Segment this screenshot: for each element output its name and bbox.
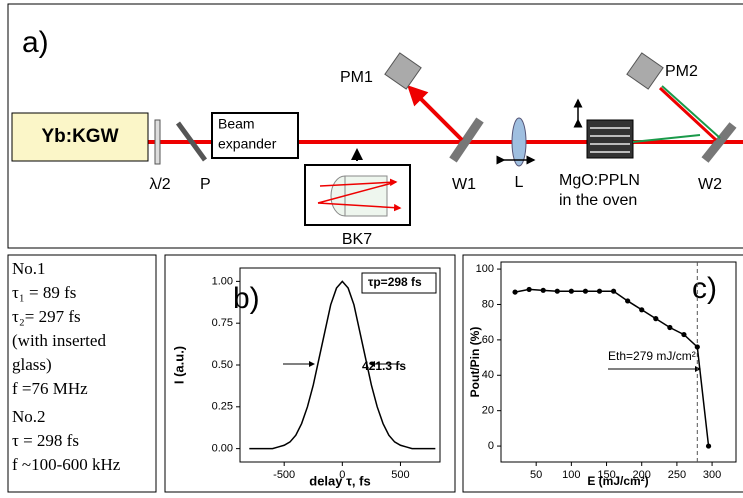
beam: [658, 86, 718, 142]
x-tick-label: 50: [530, 469, 542, 481]
y-tick-label: 0.75: [212, 317, 233, 329]
text-line: f =76 MHz: [12, 379, 88, 398]
plot-frame: [239, 267, 441, 463]
label: W1: [452, 176, 476, 193]
label: expander: [218, 136, 277, 152]
panel-frame: [7, 3, 743, 249]
data-point: [512, 289, 518, 295]
x-axis-label: delay τ, fs: [309, 473, 370, 488]
data-point: [667, 324, 673, 331]
x-tick-label: 150: [597, 469, 615, 481]
x-tick-label: 250: [668, 469, 686, 481]
label: PM2: [665, 63, 698, 80]
x-tick-label: -500: [273, 469, 295, 481]
data-point: [526, 286, 532, 293]
text-line: No.2: [12, 407, 46, 426]
text-line: (with inserted: [12, 331, 106, 350]
expander-box: [211, 112, 299, 159]
label: P: [200, 176, 211, 193]
label: W2: [698, 176, 722, 193]
x-tick-label: 0: [339, 469, 345, 481]
label: PM1: [340, 69, 373, 86]
power-meter: [626, 52, 664, 90]
y-tick-label: 0.50: [212, 359, 233, 371]
text-line: f ~100-600 kHz: [12, 455, 121, 474]
laser-box: [11, 112, 149, 162]
x-tick-label: 300: [703, 469, 721, 481]
beam: [632, 134, 701, 143]
panel-label: a): [22, 26, 49, 59]
text-line: τ = 298 fs: [12, 431, 79, 450]
beam: [317, 202, 402, 212]
plot-frame: [500, 261, 737, 463]
y-tick-label: 0: [488, 440, 494, 452]
y-tick-label: 20: [482, 405, 494, 417]
data-point: [554, 288, 560, 294]
y-tick-label: 0.00: [212, 443, 233, 455]
panel-label: c): [692, 272, 717, 305]
data-point: [625, 298, 631, 304]
label: BK7: [342, 231, 372, 248]
power-meter: [384, 52, 422, 90]
beam: [319, 178, 398, 187]
y-axis-label: I (a.u.): [171, 346, 186, 384]
annotation-box: [361, 272, 437, 294]
label: Beam: [218, 116, 255, 132]
text-line: No.1: [12, 259, 46, 278]
text-line: τ₁ = 89 fs: [12, 283, 76, 302]
text-panel: No.1 τ₁ = 89 fs τ₂= 297 fs (with inserted gl…: [12, 259, 121, 474]
data-point: [681, 331, 687, 338]
y-tick-label: 80: [482, 298, 494, 310]
x-tick-label: 200: [633, 469, 651, 481]
crystal-pattern: [590, 127, 630, 153]
panel-frame: [164, 254, 456, 493]
panel-frame: [7, 254, 157, 493]
annotation: Eth=279 mJ/cm²: [608, 349, 696, 363]
data-point: [705, 443, 712, 449]
laser-label: Yb:KGW: [41, 126, 118, 147]
data-line: [514, 288, 710, 447]
y-tick-label: 100: [476, 263, 494, 275]
y-axis-label: Pout/Pin (%): [468, 327, 482, 398]
data-point: [653, 316, 659, 322]
data-line: [249, 280, 436, 450]
panel-label: b): [233, 282, 260, 315]
y-tick-label: 0.25: [212, 401, 233, 413]
data-point: [610, 288, 617, 294]
label: MgO:PPLN: [559, 172, 640, 189]
x-tick-label: 100: [562, 469, 580, 481]
data-point: [596, 288, 603, 294]
label: L: [515, 174, 524, 191]
data-point: [582, 288, 589, 294]
x-axis-label: E (mJ/cm²): [587, 474, 648, 488]
polarizer: [175, 121, 208, 162]
annotation: τp=298 fs: [368, 275, 422, 289]
data-point: [639, 307, 645, 313]
window: [701, 122, 737, 163]
beam: [317, 181, 397, 204]
label: in the oven: [559, 192, 637, 209]
y-tick-label: 1.00: [212, 275, 233, 287]
window: [449, 117, 484, 163]
beam: [661, 85, 721, 139]
lens: [511, 117, 527, 167]
text-line: τ₂= 297 fs: [12, 307, 81, 326]
data-point: [540, 287, 546, 293]
x-tick-label: 500: [391, 469, 409, 481]
data-point: [568, 288, 574, 294]
panel-frame: [462, 254, 743, 493]
beam: [407, 85, 464, 142]
waveplate: [154, 119, 161, 165]
label: λ/2: [149, 176, 170, 193]
y-tick-label: 40: [482, 369, 494, 381]
glass: [344, 175, 388, 217]
data-point: [694, 344, 700, 350]
text-line: glass): [12, 355, 52, 374]
y-tick-label: 60: [482, 334, 494, 346]
